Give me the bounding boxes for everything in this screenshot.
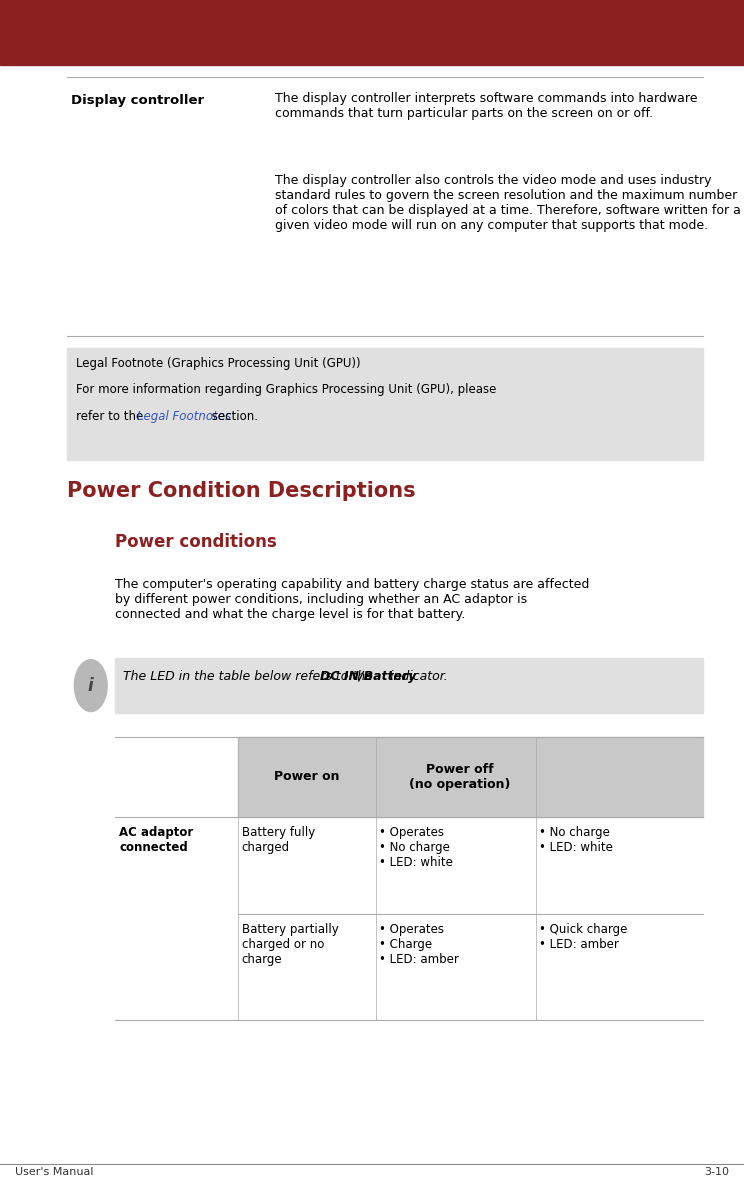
Text: Battery fully
charged: Battery fully charged <box>242 826 315 855</box>
Text: Display controller: Display controller <box>71 94 204 107</box>
Bar <box>0 0 744 65</box>
Text: For more information regarding Graphics Processing Unit (GPU), please: For more information regarding Graphics … <box>76 383 496 396</box>
Text: • Operates
• No charge
• LED: white: • Operates • No charge • LED: white <box>379 826 453 869</box>
Text: The LED in the table below refers to the: The LED in the table below refers to the <box>123 670 376 683</box>
Text: Battery partially
charged or no
charge: Battery partially charged or no charge <box>242 923 339 966</box>
Text: Power off
(no operation): Power off (no operation) <box>408 763 510 791</box>
Text: Power Condition Descriptions: Power Condition Descriptions <box>67 481 416 501</box>
Text: 3-10: 3-10 <box>704 1167 729 1177</box>
Circle shape <box>74 660 107 712</box>
Text: The computer's operating capability and battery charge status are affected
by di: The computer's operating capability and … <box>115 578 590 620</box>
Text: Power conditions: Power conditions <box>115 533 277 551</box>
Text: The display controller interprets software commands into hardware commands that : The display controller interprets softwa… <box>275 92 698 120</box>
Text: • Operates
• Charge
• LED: amber: • Operates • Charge • LED: amber <box>379 923 459 966</box>
Text: section.: section. <box>208 410 258 423</box>
Bar <box>115 658 703 713</box>
Text: indicator.: indicator. <box>386 670 448 683</box>
Text: DC IN/Battery: DC IN/Battery <box>320 670 416 683</box>
Text: i: i <box>88 677 94 694</box>
Text: User's Manual: User's Manual <box>15 1167 94 1177</box>
Text: Power on: Power on <box>274 770 340 784</box>
Text: Legal Footnote (Graphics Processing Unit (GPU)): Legal Footnote (Graphics Processing Unit… <box>76 357 361 370</box>
Text: The display controller also controls the video mode and uses industry standard r: The display controller also controls the… <box>275 174 741 232</box>
Text: • No charge
• LED: white: • No charge • LED: white <box>539 826 613 855</box>
Text: refer to the: refer to the <box>76 410 147 423</box>
Text: AC adaptor
connected: AC adaptor connected <box>119 826 193 855</box>
Bar <box>238 737 703 817</box>
Text: • Quick charge
• LED: amber: • Quick charge • LED: amber <box>539 923 628 951</box>
Bar <box>67 348 703 460</box>
Text: Legal Footnotes: Legal Footnotes <box>137 410 231 423</box>
